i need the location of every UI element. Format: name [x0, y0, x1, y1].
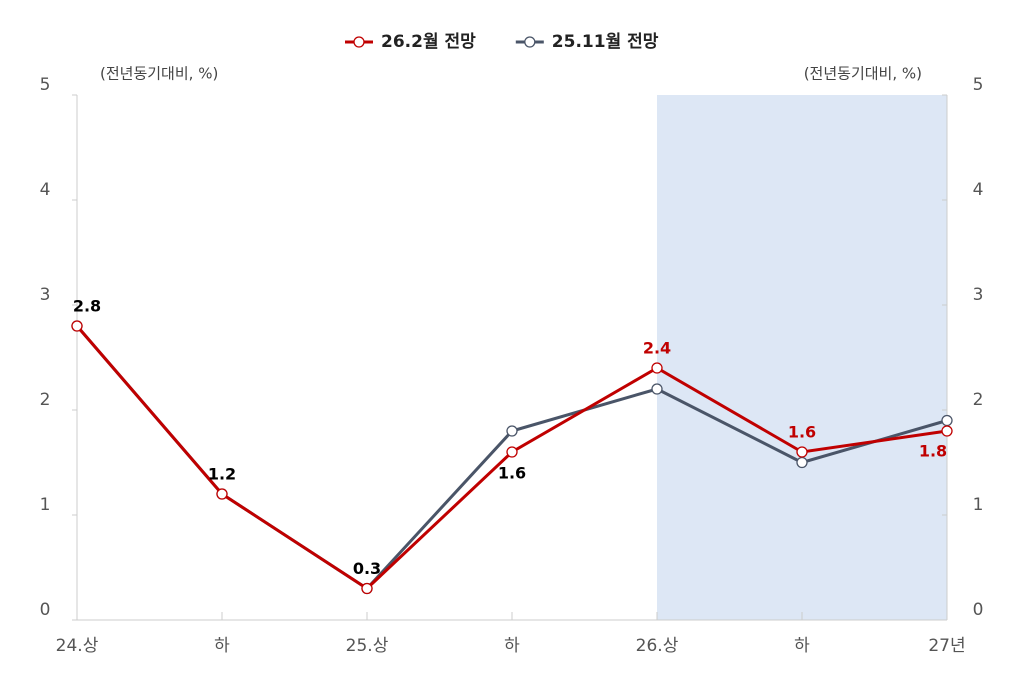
y-tick-label: 5: [40, 75, 51, 95]
data-point: [941, 425, 953, 437]
value-label: 1.8: [919, 442, 947, 461]
y2-tick-label: 0: [973, 600, 984, 620]
data-point: [941, 414, 953, 427]
y2-tick-label: 3: [973, 285, 984, 305]
y-tick-label: 0: [40, 600, 51, 620]
value-label: 2.4: [643, 339, 671, 358]
x-tick-label: 27년: [928, 636, 965, 656]
x-tick-label: 하: [794, 636, 810, 656]
y2-tick-label: 2: [973, 390, 984, 410]
data-point: [216, 488, 228, 500]
value-label: 0.3: [353, 559, 381, 578]
data-point: [361, 582, 373, 595]
data-point: [796, 446, 808, 458]
x-tick-label: 25.상: [346, 636, 389, 656]
x-tick-label: 24.상: [56, 636, 99, 656]
y-axis-label: (전년동기대비, %): [100, 65, 218, 83]
x-tick-label: 26.상: [636, 636, 679, 656]
highlight-region: [657, 95, 947, 620]
data-point: [506, 425, 518, 437]
x-tick-label: 하: [214, 636, 230, 656]
y2-tick-label: 1: [973, 495, 984, 515]
legend-label: 25.11월 전망: [552, 32, 659, 52]
data-point: [651, 383, 663, 395]
legend-marker: [353, 36, 365, 48]
y2-axis-label: (전년동기대비, %): [804, 65, 922, 83]
y2-tick-label: 4: [973, 180, 984, 200]
value-label: 2.8: [73, 297, 101, 316]
data-point: [506, 446, 518, 458]
legend-label: 26.2월 전망: [381, 32, 476, 52]
y-tick-label: 2: [40, 390, 51, 410]
y-tick-label: 4: [40, 180, 51, 200]
data-point: [796, 456, 808, 469]
y2-tick-label: 5: [973, 75, 984, 95]
data-point: [71, 320, 83, 332]
x-tick-label: 하: [504, 636, 520, 656]
value-label: 1.2: [208, 465, 236, 484]
y-tick-label: 1: [40, 495, 51, 515]
y-tick-label: 3: [40, 285, 51, 305]
value-label: 1.6: [788, 423, 816, 442]
legend-marker: [524, 36, 536, 48]
value-label: 1.6: [498, 464, 526, 483]
data-point: [651, 362, 663, 374]
